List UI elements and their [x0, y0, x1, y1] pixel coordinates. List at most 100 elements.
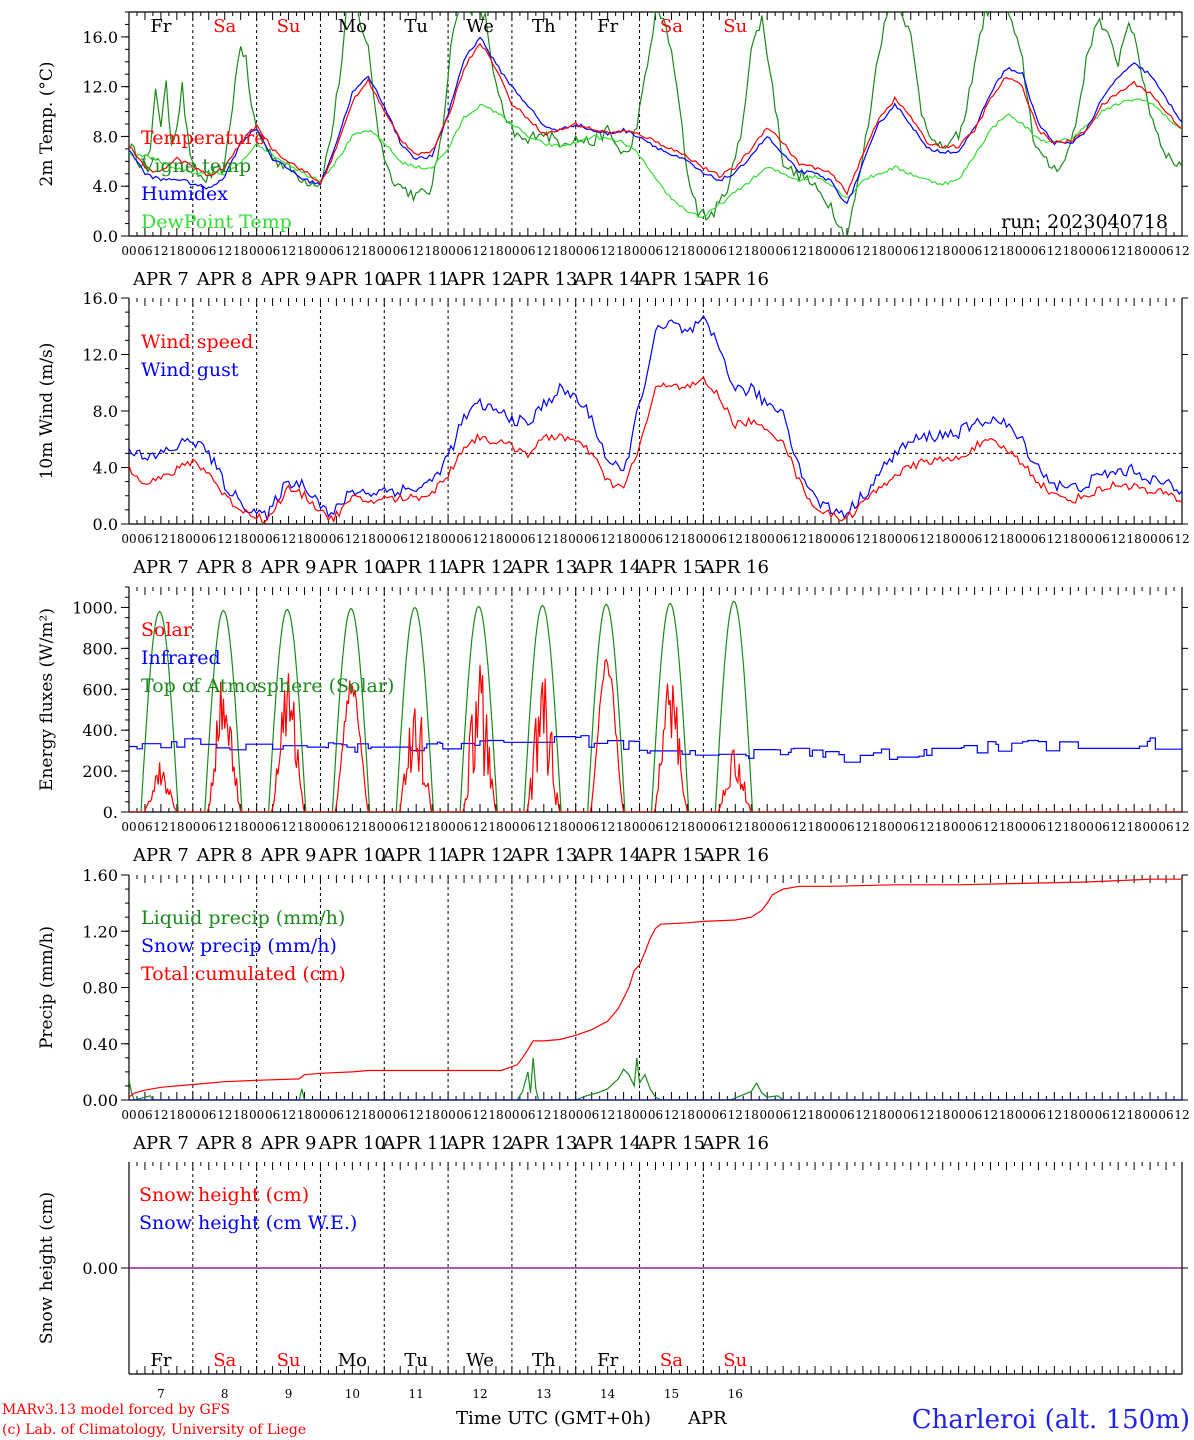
hour-label: 12 — [791, 820, 806, 834]
day-date-label: APR 16 — [701, 1133, 769, 1154]
hour-label: 12 — [728, 1108, 743, 1122]
hour-label: 06 — [201, 532, 216, 546]
hour-label: 00 — [568, 532, 583, 546]
legend-entry: Humidex — [141, 183, 228, 205]
hour-label: 06 — [839, 532, 854, 546]
hour-label: 12 — [855, 820, 870, 834]
day-date-label: APR 14 — [573, 1133, 641, 1154]
y-tick-label: 4.0 — [93, 177, 118, 196]
hour-label: 12 — [281, 1108, 296, 1122]
y-axis-label: 2m Temp. (°C) — [37, 61, 57, 186]
day-date-label: APR 7 — [132, 1133, 189, 1154]
legend-entry: Infrared — [141, 647, 221, 669]
hour-label: 18 — [871, 244, 886, 258]
hour-label: 18 — [1063, 1108, 1078, 1122]
hour-label: 06 — [520, 1108, 535, 1122]
y-tick-label: 16.0 — [82, 28, 118, 47]
hour-label: 00 — [1079, 820, 1094, 834]
day-date-label: APR 12 — [445, 1133, 513, 1154]
hour-label: 12 — [919, 820, 934, 834]
hour-label: 06 — [393, 820, 408, 834]
hour-label: 00 — [440, 820, 455, 834]
day-date-label: APR 9 — [260, 845, 317, 866]
hour-label: 18 — [999, 1108, 1014, 1122]
hour-label: 06 — [393, 532, 408, 546]
hour-label: 12 — [217, 820, 232, 834]
hour-label: 06 — [1031, 532, 1046, 546]
y-tick-label: 12.0 — [82, 346, 118, 365]
hour-label: 18 — [424, 244, 439, 258]
hour-label: 06 — [520, 532, 535, 546]
hour-label: 12 — [664, 820, 679, 834]
hour-label: 18 — [552, 1108, 567, 1122]
day-date-label: APR 11 — [382, 557, 450, 578]
series-line-top-of-atmosphere-solar- — [129, 600, 1182, 812]
day-date-label: APR 15 — [637, 269, 705, 290]
weekday-label: Mo — [338, 1350, 367, 1371]
hour-label: 00 — [823, 244, 838, 258]
hour-label: 00 — [1142, 1108, 1157, 1122]
hour-label: 00 — [1142, 532, 1157, 546]
hour-label: 12 — [1047, 1108, 1062, 1122]
hour-label: 12 — [472, 244, 487, 258]
y-axis-label: Energy fluxes (W/m²) — [37, 608, 57, 791]
hour-label: 18 — [488, 1108, 503, 1122]
weekday-label: Su — [277, 16, 301, 37]
weekday-label: Fr — [597, 16, 618, 37]
hour-label: 18 — [169, 532, 184, 546]
hour-label: 12 — [1047, 820, 1062, 834]
day-date-label: APR 13 — [509, 1133, 577, 1154]
hour-label: 06 — [393, 1108, 408, 1122]
hour-label: 00 — [504, 1108, 519, 1122]
hour-label: 00 — [185, 820, 200, 834]
hour-label: 12 — [600, 532, 615, 546]
hour-label: 18 — [871, 820, 886, 834]
series-line-infrared — [129, 735, 1182, 763]
day-date-label: APR 8 — [196, 557, 253, 578]
hour-label: 00 — [313, 532, 328, 546]
hour-label: 12 — [983, 820, 998, 834]
hour-label: 18 — [744, 820, 759, 834]
hour-label: 18 — [233, 532, 248, 546]
hour-label: 06 — [648, 820, 663, 834]
hour-label: 18 — [999, 532, 1014, 546]
hour-label: 12 — [983, 1108, 998, 1122]
legend-entry: Top of Atmosphere (Solar) — [141, 675, 394, 697]
hour-label: 18 — [871, 1108, 886, 1122]
day-date-label: APR 13 — [509, 269, 577, 290]
hour-label: 18 — [999, 244, 1014, 258]
weekday-label: Fr — [150, 16, 171, 37]
hour-label: 18 — [297, 532, 312, 546]
hour-label: 00 — [504, 244, 519, 258]
hour-label: 06 — [648, 1108, 663, 1122]
day-date-label: APR 14 — [573, 269, 641, 290]
hour-label: 12 — [345, 244, 360, 258]
weekday-labels-top: Fr Sa Su Mo Tu We Th Fr Sa Su — [150, 16, 747, 37]
hour-label: 06 — [967, 244, 982, 258]
hour-label: 06 — [329, 244, 344, 258]
legend-entry: Total cumulated (cm) — [141, 963, 346, 985]
hour-label: 06 — [1095, 1108, 1110, 1122]
hour-label: 00 — [504, 820, 519, 834]
hour-label: 18 — [297, 1108, 312, 1122]
weekday-label: Fr — [597, 1350, 618, 1371]
hour-label: 06 — [265, 532, 280, 546]
hour-label: 00 — [121, 532, 136, 546]
day-date-label: APR 14 — [573, 845, 641, 866]
hour-label: 00 — [568, 1108, 583, 1122]
day-date-label: APR 10 — [318, 1133, 386, 1154]
day-date-label: APR 8 — [196, 269, 253, 290]
hour-label: 06 — [775, 532, 790, 546]
hour-label: 18 — [1063, 244, 1078, 258]
hour-label: 18 — [552, 244, 567, 258]
hour-label: 12 — [919, 1108, 934, 1122]
day-date-label: APR 11 — [382, 1133, 450, 1154]
hour-label: 12 — [983, 244, 998, 258]
hour-label: 12 — [153, 820, 168, 834]
hour-label: 06 — [903, 1108, 918, 1122]
day-date-label: APR 16 — [701, 845, 769, 866]
hour-label: 00 — [1015, 244, 1030, 258]
hour-label: 00 — [823, 1108, 838, 1122]
